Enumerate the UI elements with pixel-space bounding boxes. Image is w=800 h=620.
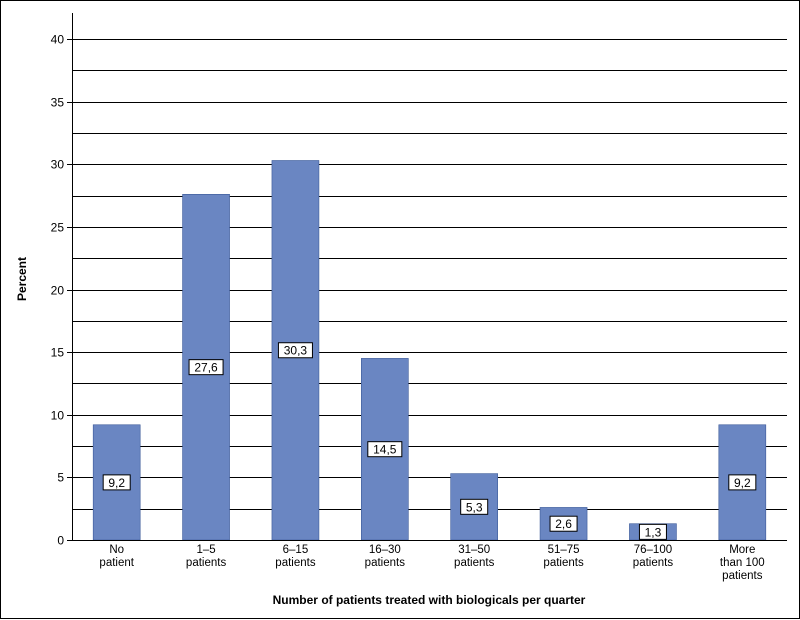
x-tick-label: 76–100 patients xyxy=(633,544,674,569)
data-label-text: 2,6 xyxy=(555,517,572,531)
x-tick-label: No patient xyxy=(99,544,134,569)
x-tick-labels: No patient 1–5 patients 6–15 patients 16–30 pat… xyxy=(99,544,764,582)
data-label: 27,6 xyxy=(188,359,224,376)
data-label-box xyxy=(549,515,578,532)
x-tick-label: 6–15 patients xyxy=(275,544,316,569)
axes xyxy=(72,13,787,541)
data-label-text: 14,5 xyxy=(373,443,397,457)
data-label: 2,6 xyxy=(549,515,578,532)
x-tick-label: More than 100 patients xyxy=(720,544,765,582)
data-label-box xyxy=(638,523,667,540)
data-label: 1,3 xyxy=(638,523,667,540)
y-tick-label: 10 xyxy=(51,409,65,423)
data-label-text: 9,2 xyxy=(108,476,125,490)
y-tick-label: 5 xyxy=(57,471,64,485)
data-labels: 9,2 27,6 30,3 14,5 5,3 2,6 1,3 9,2 xyxy=(102,342,757,540)
data-label-text: 30,3 xyxy=(284,344,308,358)
y-tick-label: 40 xyxy=(51,33,65,47)
data-label: 30,3 xyxy=(277,342,313,359)
x-tick-label: 51–75 patients xyxy=(543,544,584,569)
x-tick-label: 1–5 patients xyxy=(186,544,227,569)
data-label-box xyxy=(460,498,489,515)
y-tick-label: 20 xyxy=(51,284,65,298)
data-label-box xyxy=(728,474,757,491)
data-label: 9,2 xyxy=(728,474,757,491)
data-label-box xyxy=(102,474,131,491)
y-tick-label: 25 xyxy=(51,221,65,235)
y-tick-label: 35 xyxy=(51,96,65,110)
data-label-box xyxy=(367,441,403,458)
y-tick-label: 30 xyxy=(51,158,65,172)
data-label-text: 1,3 xyxy=(645,525,662,539)
data-label: 9,2 xyxy=(102,474,131,491)
data-label-box xyxy=(188,359,224,376)
y-axis-title: Percent xyxy=(15,257,29,301)
x-axis-title: Number of patients treated with biologic… xyxy=(273,593,586,607)
data-label-text: 5,3 xyxy=(466,500,483,514)
y-tick-label: 15 xyxy=(51,346,65,360)
x-tick-label: 16–30 patients xyxy=(365,544,406,569)
data-label: 5,3 xyxy=(460,498,489,515)
data-label-text: 9,2 xyxy=(734,476,751,490)
y-tick-label: 0 xyxy=(57,534,64,548)
data-label: 14,5 xyxy=(367,441,403,458)
gridlines xyxy=(72,39,787,510)
bars xyxy=(92,160,767,541)
data-label-box xyxy=(277,342,313,359)
y-tick-labels: 0 5 10 15 20 25 30 35 40 xyxy=(51,33,72,548)
data-label-text: 27,6 xyxy=(194,361,218,375)
x-tick-label: 31–50 patients xyxy=(454,544,495,569)
